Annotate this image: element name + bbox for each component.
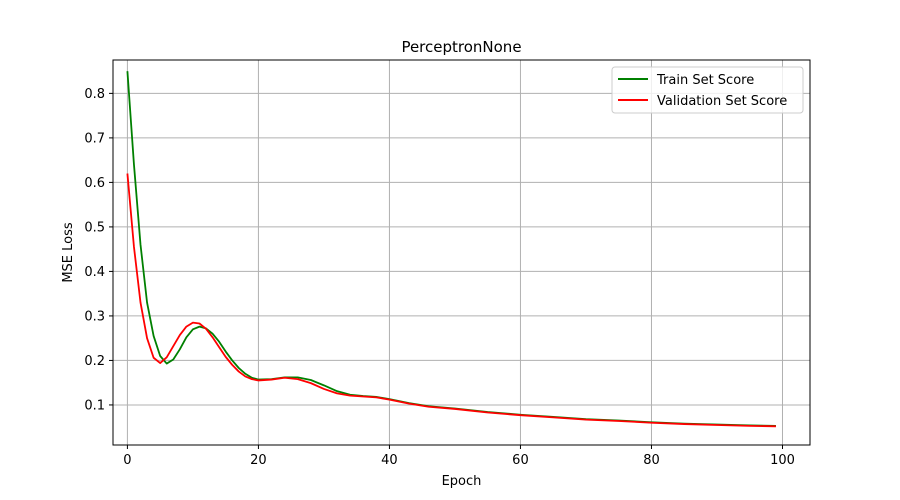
x-tick-label: 40: [381, 453, 398, 468]
y-tick-label: 0.5: [84, 220, 105, 235]
legend-label-train: Train Set Score: [656, 73, 754, 88]
y-tick-label: 0.7: [84, 131, 105, 146]
legend-box: [611, 66, 804, 114]
validation-set-score-line: [126, 173, 776, 428]
y-tick-label: 0.6: [84, 176, 105, 191]
plot-frame: [112, 59, 811, 446]
y-axis-label: MSE Loss: [61, 222, 76, 283]
y-tick-label: 0.8: [84, 87, 105, 102]
y-tick-label: 0.1: [84, 398, 105, 413]
x-tick-label: 0: [123, 453, 131, 468]
y-tick-label: 0.4: [84, 265, 105, 280]
y-tick-label: 0.3: [84, 309, 105, 324]
chart-title: PerceptronNone: [401, 38, 521, 56]
x-tick-label: 100: [770, 453, 795, 468]
legend-label-validation: Validation Set Score: [657, 94, 787, 109]
x-tick-label: 80: [643, 453, 660, 468]
y-tick-label: 0.2: [84, 354, 105, 369]
x-tick-label: 60: [512, 453, 529, 468]
x-axis-label: Epoch: [442, 474, 482, 489]
axis-ticks: 0 20 40 60 80 100 0.1 0.2 0.3 0.4 0.5 0.6 0.7 0.8: [84, 87, 795, 468]
legend: Train Set Score Validation Set Score: [611, 66, 804, 114]
series-lines: [126, 71, 776, 428]
x-tick-label: 20: [250, 453, 267, 468]
